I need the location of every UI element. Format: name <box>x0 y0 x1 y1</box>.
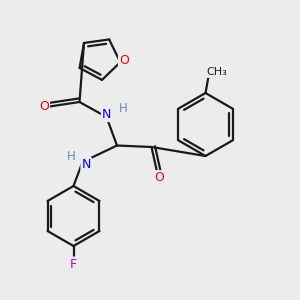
Text: CH₃: CH₃ <box>206 67 227 77</box>
Text: O: O <box>154 171 164 184</box>
Text: H: H <box>67 150 76 163</box>
Text: N: N <box>81 158 91 171</box>
Text: O: O <box>119 54 129 67</box>
Text: F: F <box>70 257 77 271</box>
Text: H: H <box>118 102 127 115</box>
Text: O: O <box>39 100 49 113</box>
Text: N: N <box>102 108 111 121</box>
